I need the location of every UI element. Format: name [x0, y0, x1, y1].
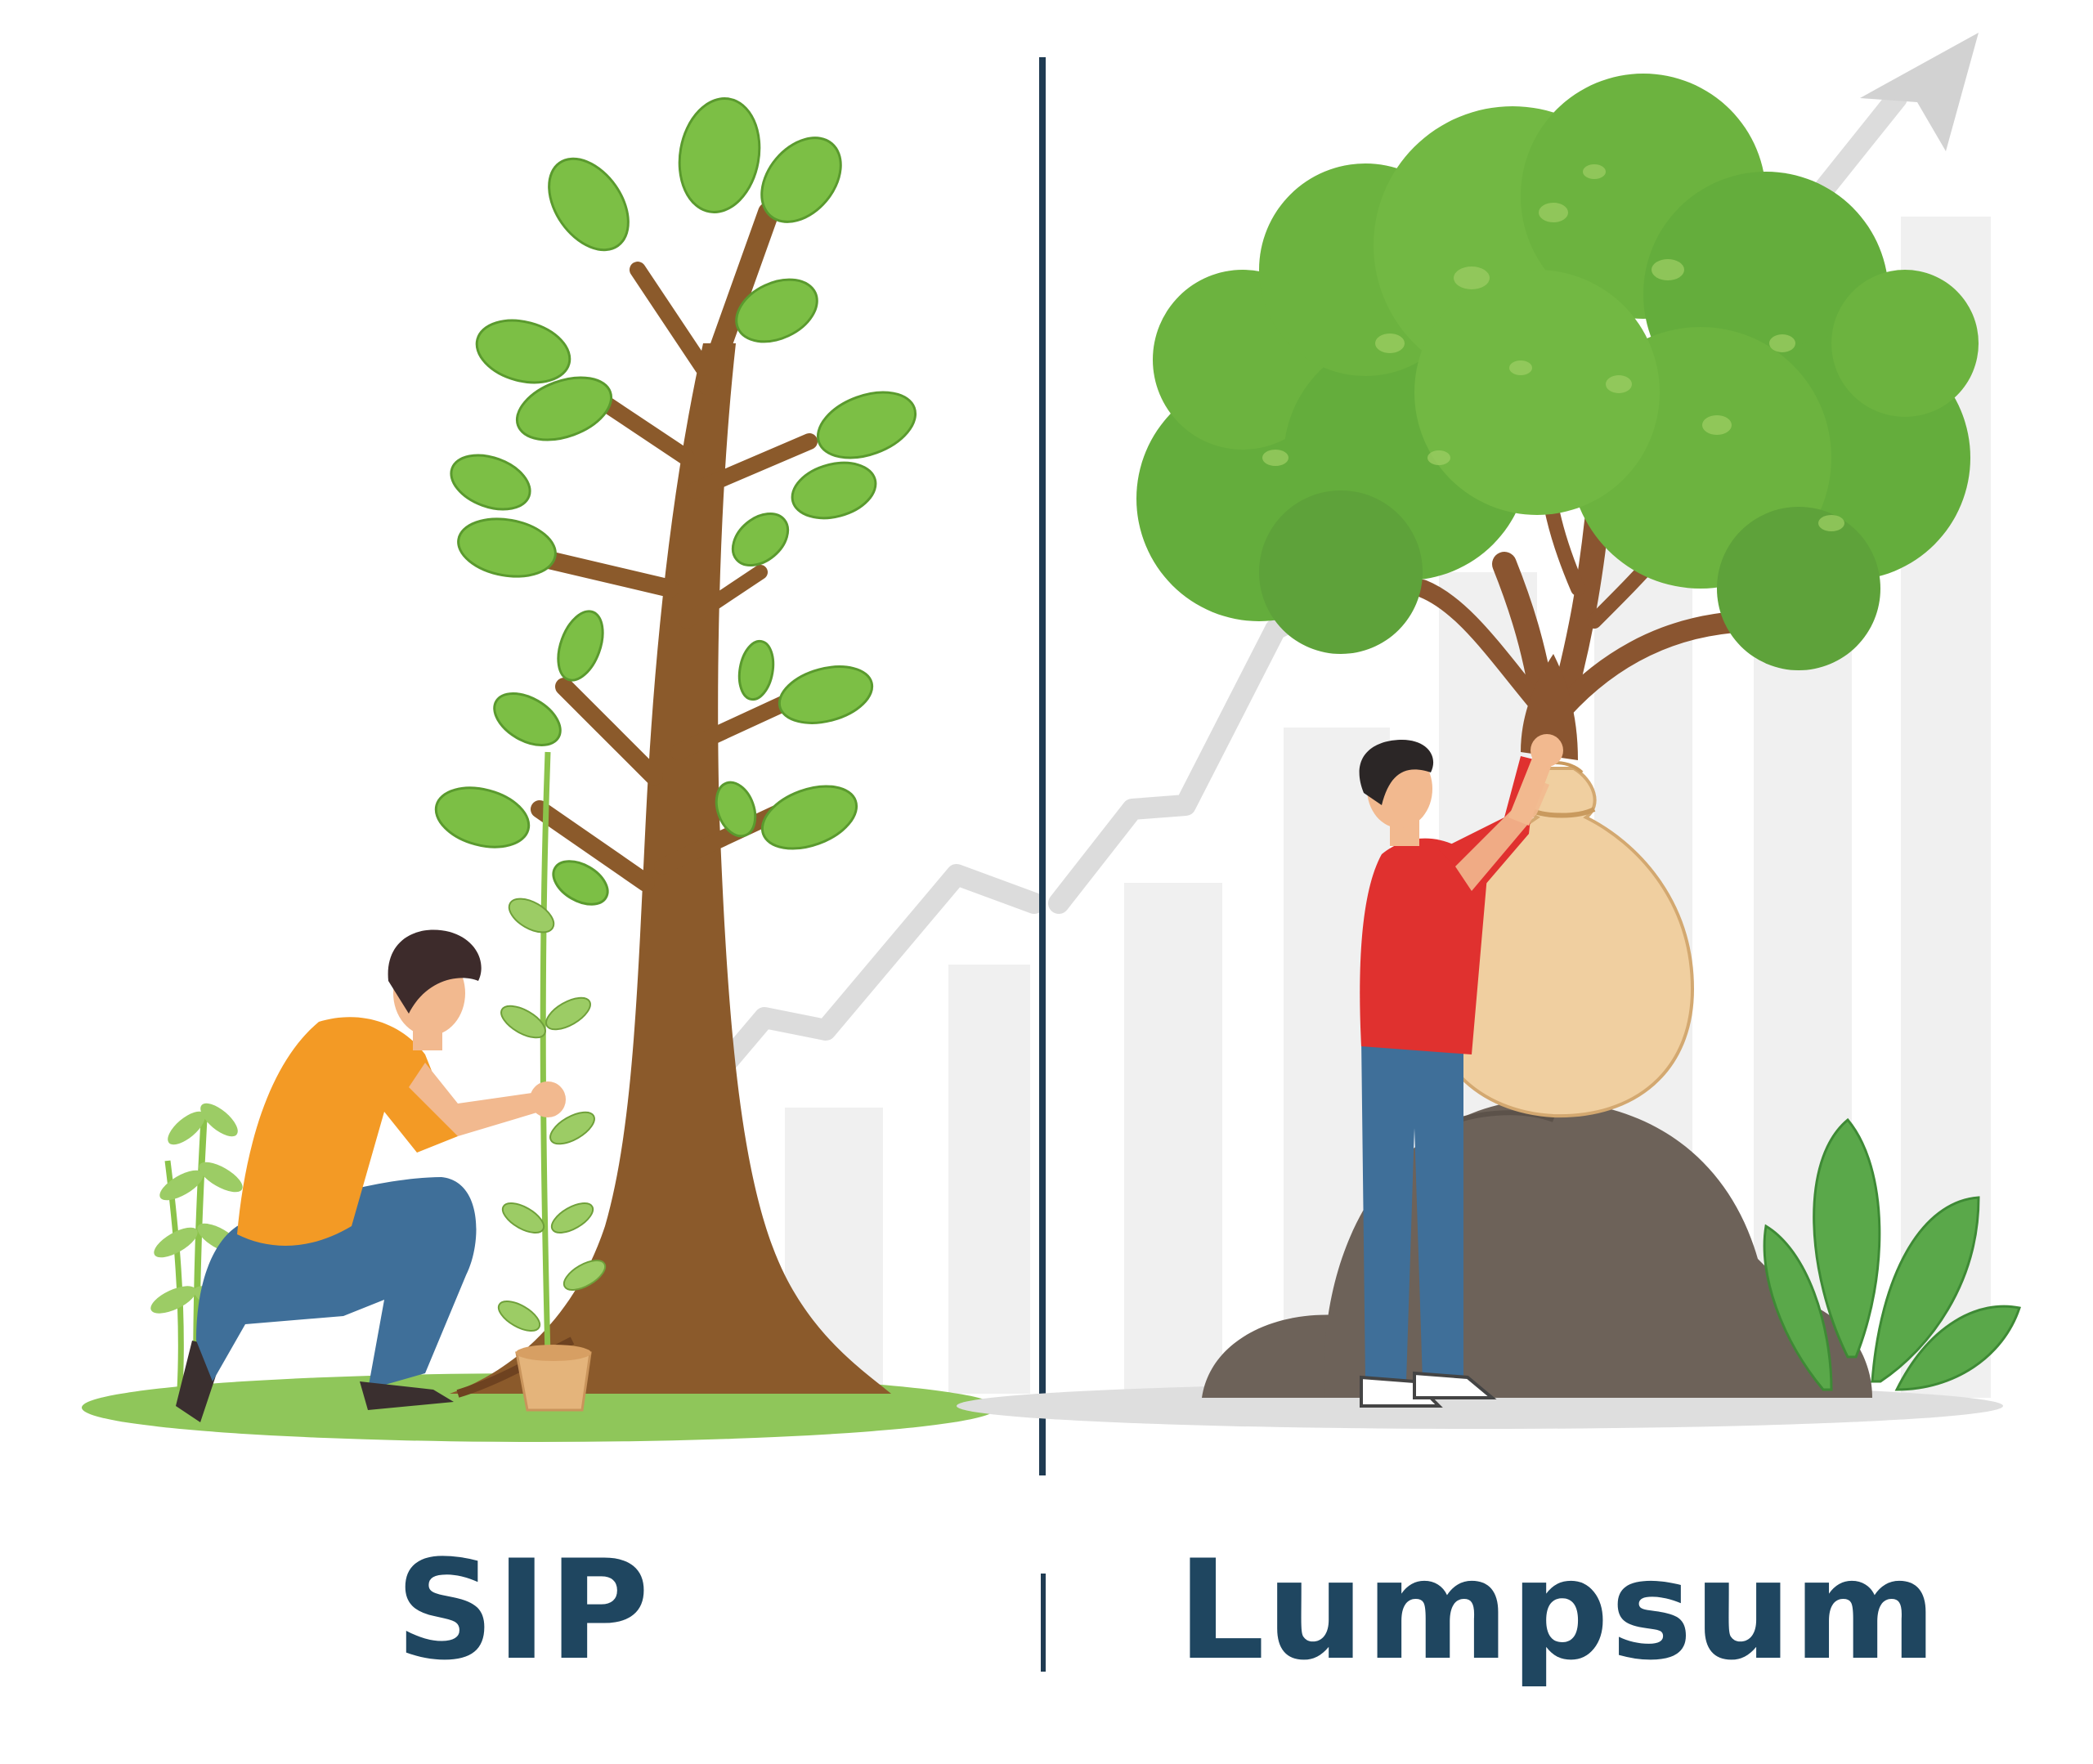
man-jeans-right [1361, 1038, 1463, 1381]
pot [515, 1351, 592, 1412]
kneeling-man [176, 929, 566, 1422]
sip-tree [434, 97, 917, 1398]
lumpsum-panel [957, 33, 2021, 1429]
foliage-highlights [1262, 164, 1844, 531]
man-red-shirt [1360, 838, 1488, 1054]
lumpsum-tree-foliage [1136, 74, 1979, 670]
sip-tree-leaves [434, 97, 917, 906]
standing-man [1359, 734, 1563, 1408]
lumpsum-tree [1136, 74, 1979, 760]
sip-label: SIP [395, 1530, 652, 1690]
caption-divider [1041, 1574, 1046, 1672]
growth-arrow-icon [1860, 33, 1979, 151]
sip-panel [82, 97, 1045, 1442]
center-divider [1039, 57, 1046, 1475]
sapling [497, 751, 607, 1358]
man-orange-shirt [237, 1017, 458, 1246]
lumpsum-tree-trunk [1521, 654, 1578, 760]
lumpsum-label: Lumpsum [1177, 1530, 1938, 1690]
sip-growth-line [709, 864, 1045, 1081]
leafy-plant-right [1763, 1117, 2021, 1391]
